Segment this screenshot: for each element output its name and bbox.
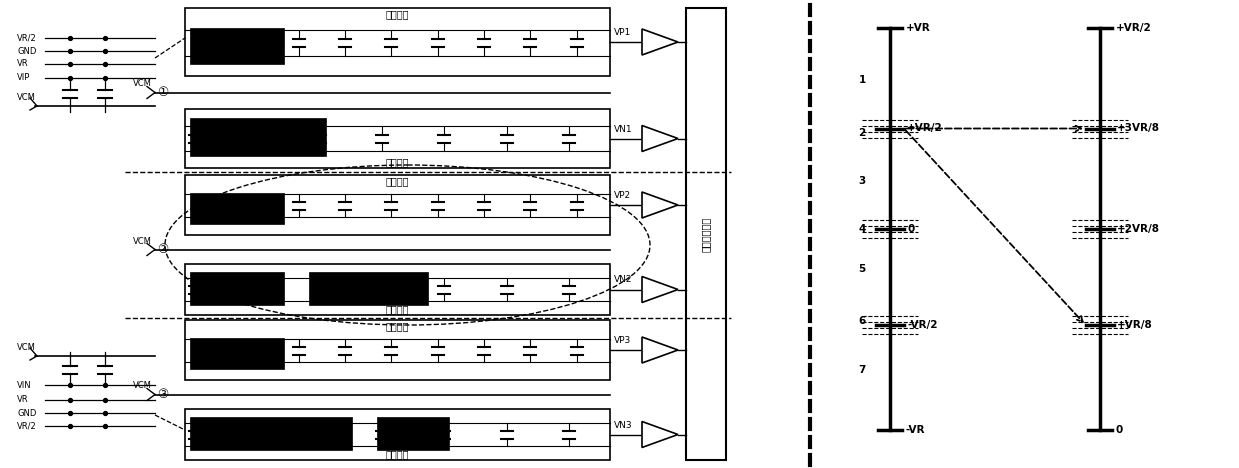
Text: VCM: VCM bbox=[133, 381, 152, 390]
Text: +2VR/8: +2VR/8 bbox=[1118, 224, 1160, 234]
Text: 2: 2 bbox=[859, 127, 866, 138]
Text: VP1: VP1 bbox=[615, 28, 631, 37]
Text: 4: 4 bbox=[859, 224, 866, 234]
Text: VCM: VCM bbox=[17, 93, 36, 102]
Text: -VR: -VR bbox=[906, 425, 926, 435]
Text: 开关阵列: 开关阵列 bbox=[385, 449, 409, 459]
Text: 0: 0 bbox=[1116, 425, 1124, 435]
Text: 数字控制逻辑: 数字控制逻辑 bbox=[701, 216, 711, 252]
Text: -VR/2: -VR/2 bbox=[907, 321, 938, 330]
Polygon shape bbox=[642, 29, 678, 55]
Text: 7: 7 bbox=[859, 365, 866, 375]
Point bbox=[95, 409, 115, 417]
Point bbox=[59, 381, 79, 389]
Text: GND: GND bbox=[17, 46, 36, 56]
Polygon shape bbox=[642, 192, 678, 218]
Point bbox=[95, 60, 115, 68]
Text: 开关阵列: 开关阵列 bbox=[385, 176, 409, 186]
Text: VIP: VIP bbox=[17, 73, 31, 82]
Text: ①: ① bbox=[157, 86, 169, 99]
Point bbox=[59, 396, 79, 404]
Point bbox=[95, 74, 115, 82]
Text: +VR/8: +VR/8 bbox=[1118, 321, 1152, 330]
Polygon shape bbox=[642, 422, 678, 447]
Point bbox=[95, 396, 115, 404]
Text: VP3: VP3 bbox=[615, 336, 631, 345]
Bar bbox=[190, 118, 326, 156]
Bar bbox=[190, 271, 284, 305]
Bar bbox=[190, 29, 284, 64]
Text: VP2: VP2 bbox=[615, 191, 631, 200]
Polygon shape bbox=[642, 125, 678, 152]
Text: 3: 3 bbox=[859, 176, 866, 186]
Bar bbox=[309, 271, 427, 305]
Bar bbox=[185, 320, 610, 380]
Text: 6: 6 bbox=[859, 316, 866, 327]
Text: +VR: +VR bbox=[906, 23, 930, 33]
Text: VCM: VCM bbox=[17, 343, 36, 352]
Bar bbox=[185, 409, 610, 460]
Text: GND: GND bbox=[17, 409, 36, 417]
Point bbox=[59, 34, 79, 42]
Bar bbox=[185, 264, 610, 315]
Text: +VR/2: +VR/2 bbox=[907, 124, 943, 133]
Text: 开关阵列: 开关阵列 bbox=[385, 321, 409, 331]
Text: +VR/2: +VR/2 bbox=[1116, 23, 1152, 33]
Bar bbox=[686, 8, 726, 460]
Text: ③: ③ bbox=[157, 388, 169, 401]
Polygon shape bbox=[642, 337, 678, 363]
Text: VN3: VN3 bbox=[615, 421, 633, 430]
Bar bbox=[377, 417, 449, 450]
Text: ②: ② bbox=[157, 243, 169, 256]
Bar bbox=[190, 417, 352, 450]
Text: 0: 0 bbox=[907, 224, 914, 234]
Point bbox=[95, 34, 115, 42]
Point bbox=[59, 60, 79, 68]
Text: VR: VR bbox=[17, 59, 28, 68]
Text: VN1: VN1 bbox=[615, 124, 633, 133]
Bar bbox=[190, 193, 284, 224]
Text: 开关阵列: 开关阵列 bbox=[385, 304, 409, 314]
Text: 开关阵列: 开关阵列 bbox=[385, 157, 409, 167]
Point bbox=[59, 422, 79, 430]
Text: VN2: VN2 bbox=[615, 276, 632, 285]
Text: +3VR/8: +3VR/8 bbox=[1118, 124, 1160, 133]
Text: VR/2: VR/2 bbox=[17, 34, 37, 43]
Point bbox=[95, 381, 115, 389]
Text: VCM: VCM bbox=[133, 236, 152, 246]
Point bbox=[95, 47, 115, 55]
Point bbox=[59, 47, 79, 55]
Bar bbox=[185, 175, 610, 235]
Text: VR/2: VR/2 bbox=[17, 422, 37, 431]
Bar bbox=[185, 109, 610, 168]
Point bbox=[59, 74, 79, 82]
Text: VIN: VIN bbox=[17, 380, 32, 389]
Bar bbox=[185, 8, 610, 76]
Text: VCM: VCM bbox=[133, 80, 152, 88]
Text: 1: 1 bbox=[859, 75, 866, 85]
Point bbox=[95, 422, 115, 430]
Bar bbox=[190, 338, 284, 369]
Text: VR: VR bbox=[17, 395, 28, 404]
Point bbox=[59, 409, 79, 417]
Text: 开关阵列: 开关阵列 bbox=[385, 9, 409, 19]
Polygon shape bbox=[642, 277, 678, 302]
Text: 5: 5 bbox=[859, 264, 866, 274]
